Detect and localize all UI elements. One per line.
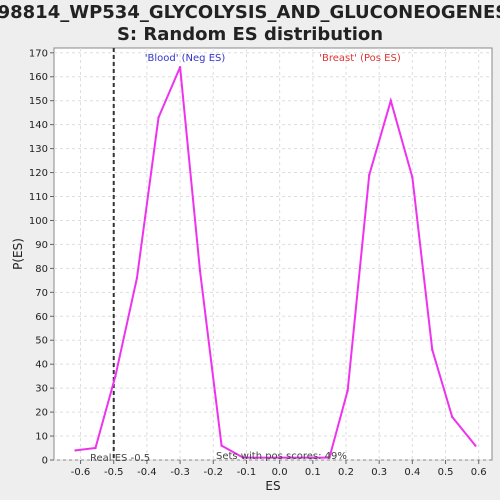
y-tick-label: 130 xyxy=(29,144,48,155)
es-data-point xyxy=(368,173,371,177)
chart-title-line1: 198814_WP534_GLYCOLYSIS_AND_GLUCONEOGENE… xyxy=(0,2,500,23)
x-tick-label: -0.4 xyxy=(137,467,157,478)
es-data-point xyxy=(178,65,182,69)
es-data-point xyxy=(474,444,477,447)
es-data-point xyxy=(411,176,414,179)
es-data-point xyxy=(389,99,392,102)
y-tick-label: 40 xyxy=(35,360,48,371)
neg-es-annotation: 'Blood' (Neg ES) xyxy=(145,53,226,64)
y-tick-label: 160 xyxy=(29,72,48,83)
y-tick-label: 120 xyxy=(29,168,48,179)
x-tick-label: -0.6 xyxy=(71,467,91,478)
y-tick-label: 0 xyxy=(42,456,48,467)
x-tick-label: -0.2 xyxy=(204,467,224,478)
es-data-point xyxy=(74,449,77,452)
y-tick-label: 60 xyxy=(35,312,48,323)
x-tick-label: 0.5 xyxy=(438,467,454,478)
y-tick-label: 170 xyxy=(29,48,48,59)
y-tick-label: 110 xyxy=(29,192,48,203)
x-tick-label: 0.2 xyxy=(338,467,354,478)
x-axis-ticks: -0.6 -0.5 -0.4 -0.3 -0.2 -0.1 0.0 0.1 0.2 0.3 0.4 0… xyxy=(71,460,487,478)
es-data-point xyxy=(198,269,202,272)
pos-es-annotation: 'Breast' (Pos ES) xyxy=(319,53,401,64)
y-tick-label: 10 xyxy=(35,432,48,443)
x-axis-label: ES xyxy=(265,479,280,493)
pos-scores-annotation: Sets with pos scores: 49% xyxy=(216,451,347,462)
es-data-point xyxy=(157,116,160,119)
x-tick-label: -0.5 xyxy=(104,467,124,478)
plot-area xyxy=(53,47,493,461)
es-data-point xyxy=(114,374,117,378)
chart-title-line2: S: Random ES distribution xyxy=(117,24,383,45)
es-data-point xyxy=(328,456,331,459)
y-tick-label: 80 xyxy=(35,264,48,275)
y-tick-label: 140 xyxy=(29,120,48,131)
es-data-point xyxy=(241,456,245,459)
y-axis-ticks: 0 10 20 30 40 50 60 70 80 90 100 110 120 130 140 150 160… xyxy=(29,48,54,467)
es-data-point xyxy=(135,276,139,280)
es-data-point xyxy=(431,348,434,352)
x-tick-label: 0.6 xyxy=(471,467,487,478)
es-data-point xyxy=(346,389,349,392)
es-data-points xyxy=(74,65,477,459)
x-tick-label: 0.0 xyxy=(272,467,288,478)
y-tick-label: 90 xyxy=(35,240,48,251)
y-tick-label: 100 xyxy=(29,216,48,227)
es-data-point xyxy=(220,444,223,447)
y-axis-label: P(ES) xyxy=(11,238,25,270)
x-tick-label: 0.4 xyxy=(404,467,420,478)
y-tick-label: 50 xyxy=(35,336,48,347)
x-tick-label: -0.1 xyxy=(237,467,257,478)
x-tick-label: 0.1 xyxy=(305,467,321,478)
y-tick-label: 70 xyxy=(35,288,48,299)
y-tick-label: 30 xyxy=(35,384,48,395)
es-data-point xyxy=(450,415,454,419)
real-es-annotation: Real ES -0.5 xyxy=(90,453,150,464)
y-tick-label: 150 xyxy=(29,96,48,107)
x-tick-label: 0.3 xyxy=(371,467,387,478)
x-tick-label: -0.3 xyxy=(170,467,190,478)
es-data-point xyxy=(94,446,97,450)
y-tick-label: 20 xyxy=(35,408,48,419)
